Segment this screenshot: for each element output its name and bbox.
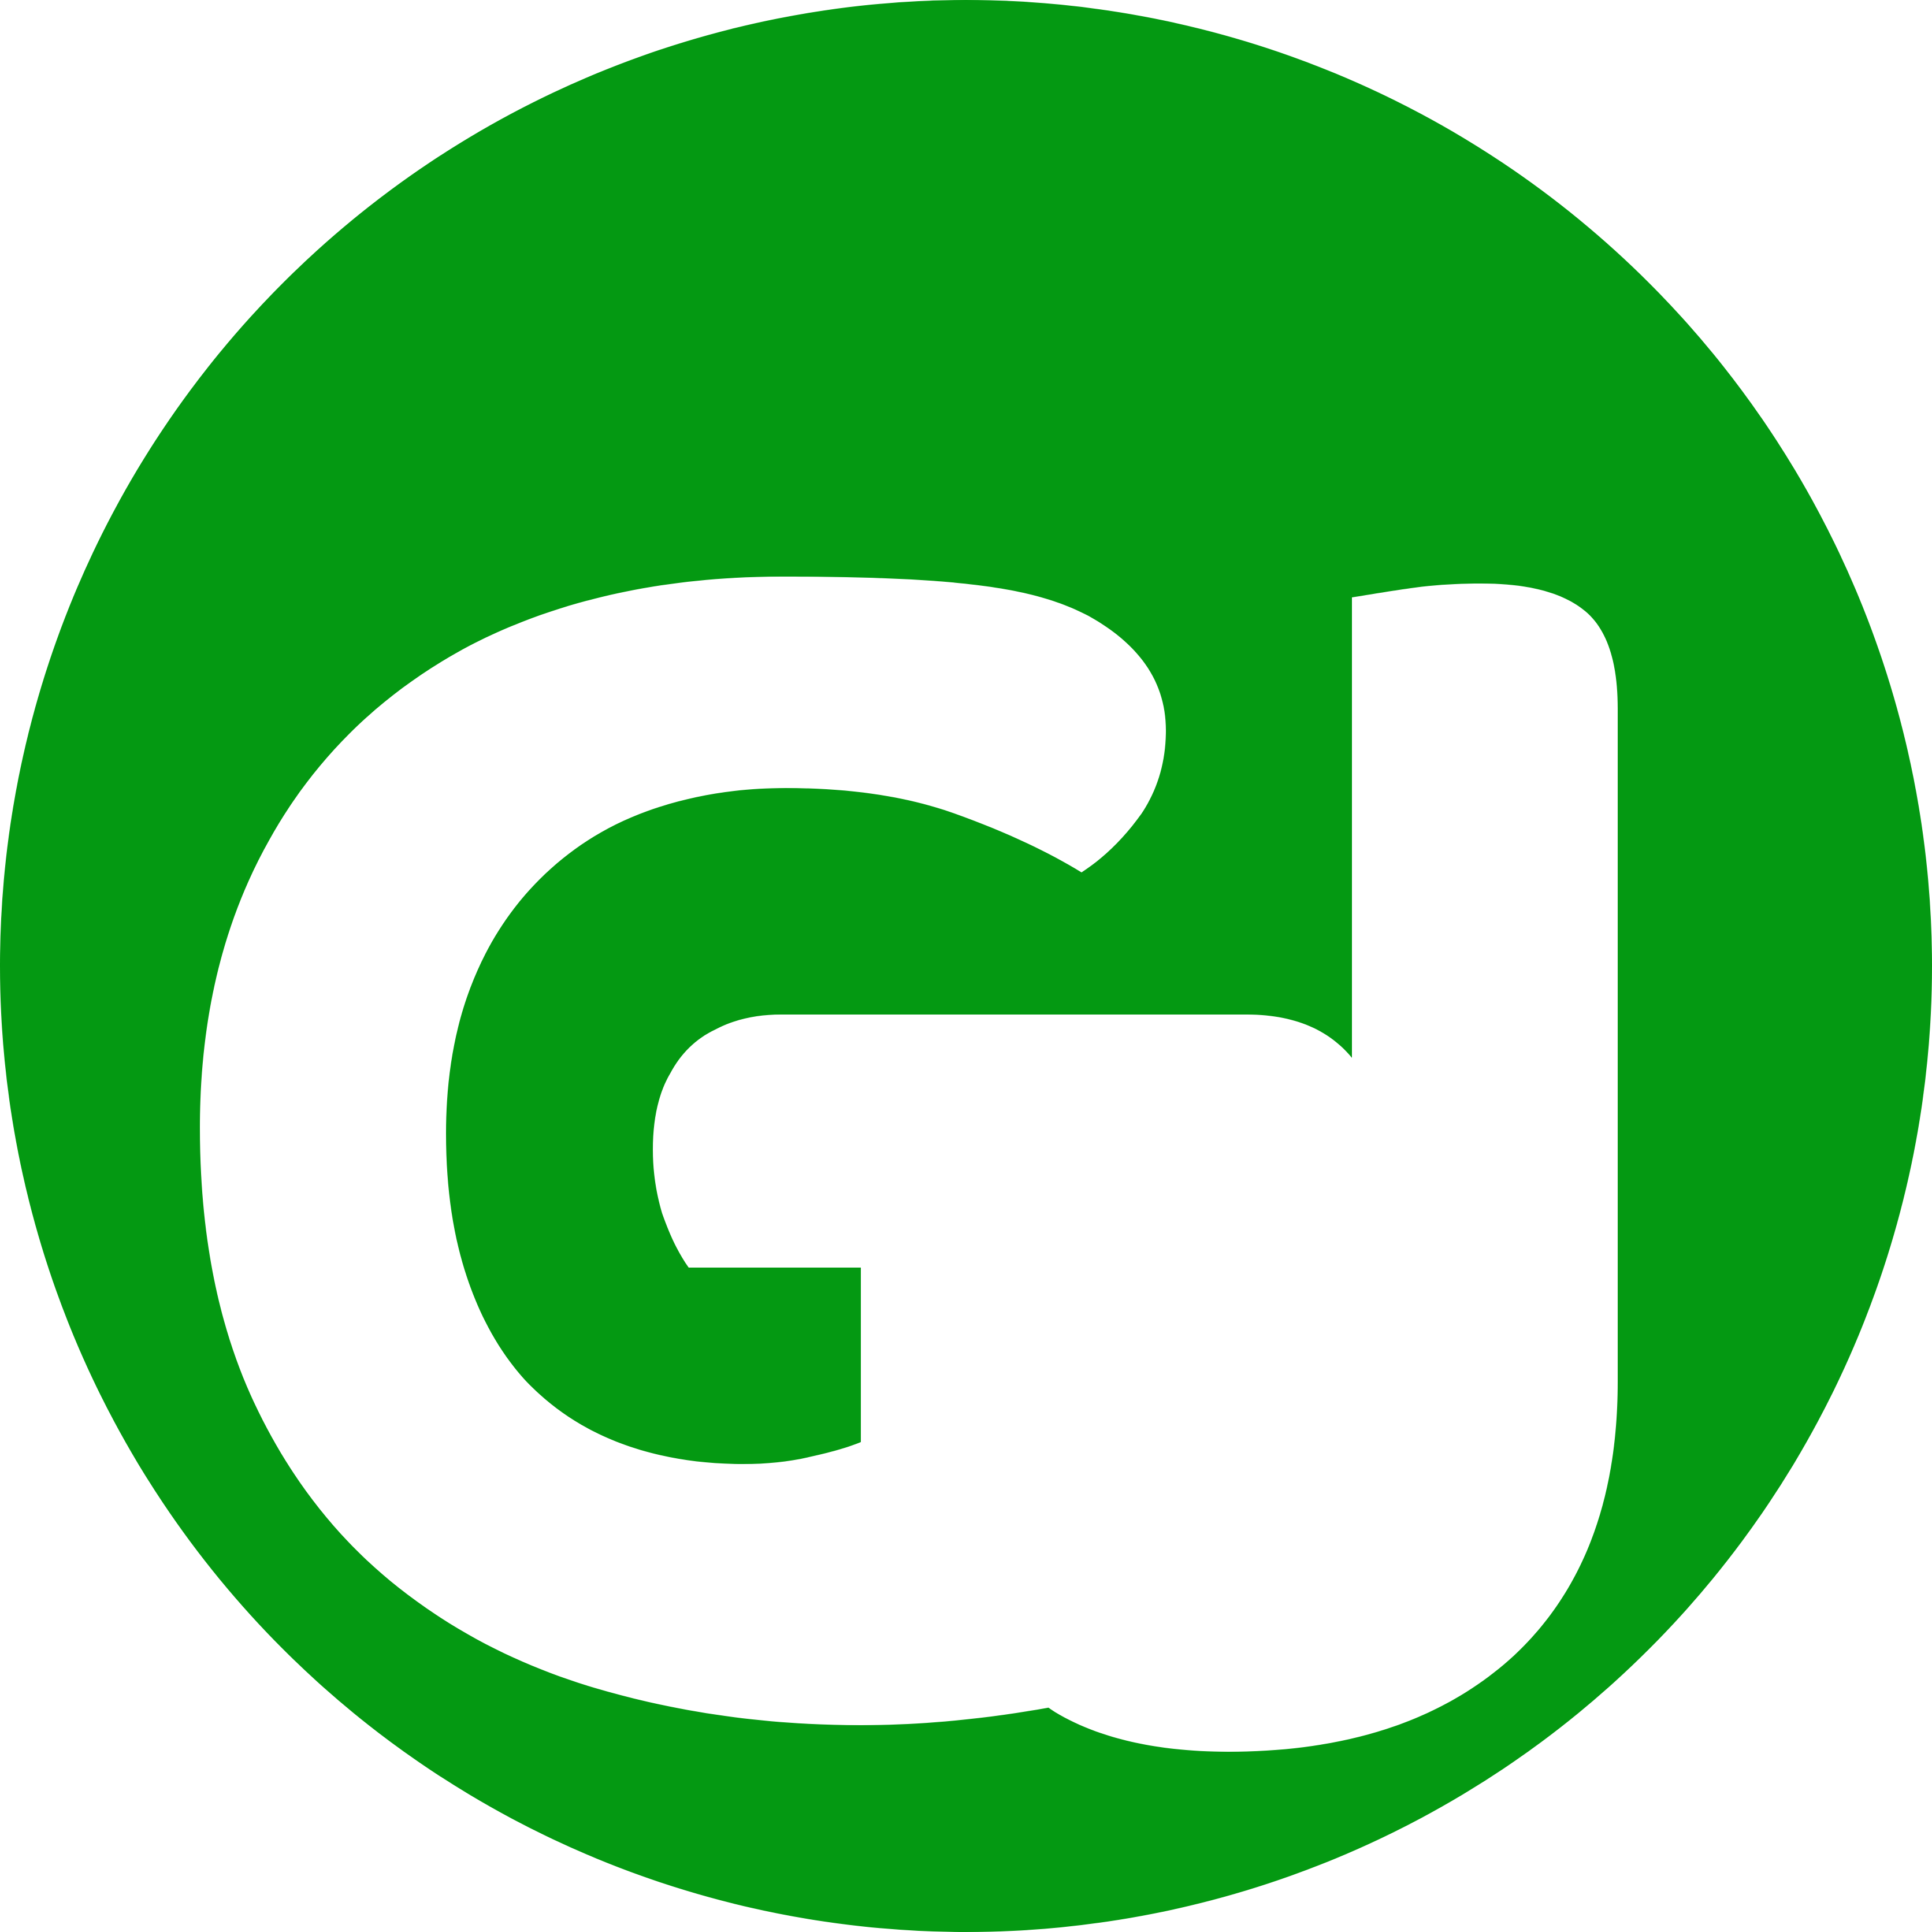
initial-g-glyph [200, 577, 1375, 1725]
initial-j-glyph [995, 584, 1618, 1752]
